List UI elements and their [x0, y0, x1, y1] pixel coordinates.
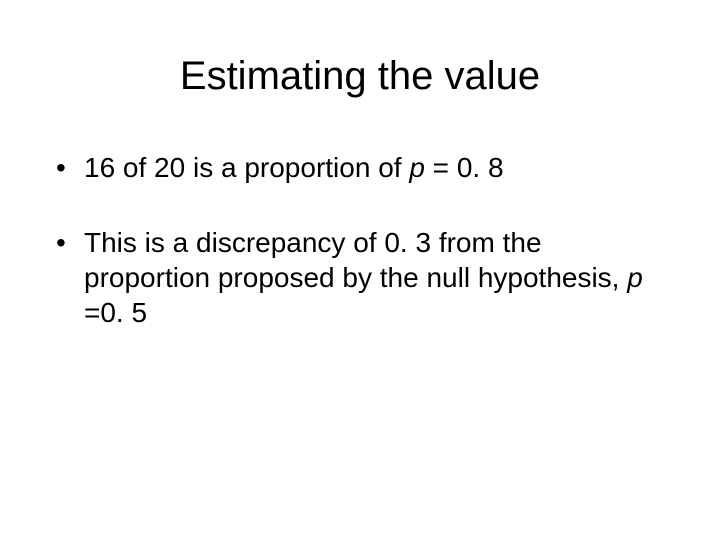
bullet-text-post: = 0. 8 — [425, 152, 504, 183]
bullet-item: 16 of 20 is a proportion of p = 0. 8 — [56, 150, 664, 185]
slide-body: 16 of 20 is a proportion of p = 0. 8 Thi… — [56, 150, 664, 370]
slide: Estimating the value 16 of 20 is a propo… — [0, 0, 720, 540]
bullet-text-post: =0. 5 — [84, 297, 147, 328]
slide-title: Estimating the value — [0, 54, 720, 99]
bullet-text-pre: 16 of 20 is a proportion of — [84, 152, 409, 183]
bullet-list: 16 of 20 is a proportion of p = 0. 8 Thi… — [56, 150, 664, 330]
bullet-var: p — [627, 262, 643, 293]
bullet-var: p — [409, 152, 425, 183]
bullet-text-pre: This is a discrepancy of 0. 3 from the p… — [84, 227, 627, 293]
bullet-item: This is a discrepancy of 0. 3 from the p… — [56, 225, 664, 330]
